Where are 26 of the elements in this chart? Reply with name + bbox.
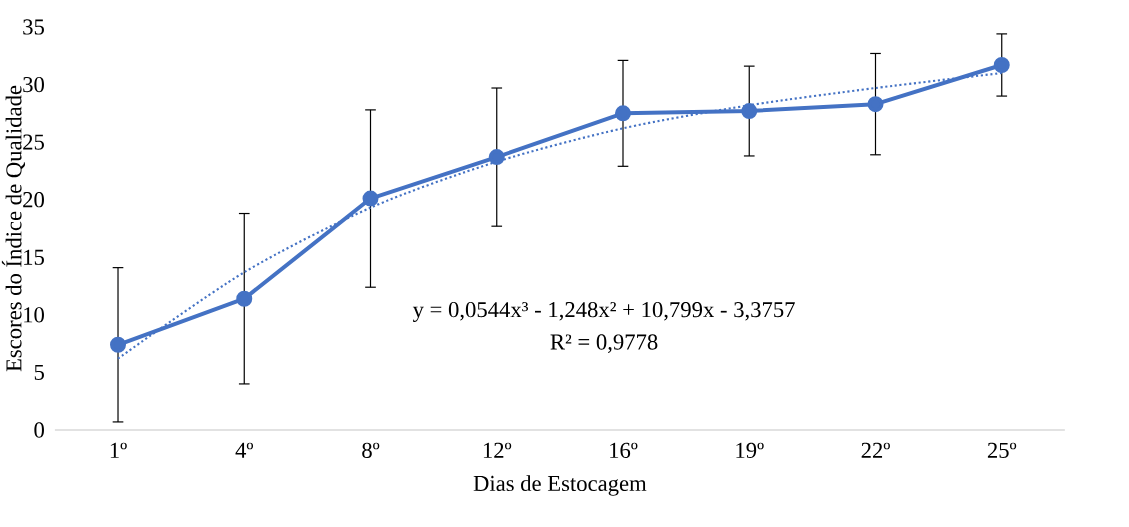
y-tick-label: 25 <box>23 134 44 150</box>
point <box>741 103 758 120</box>
point <box>236 290 253 307</box>
x-tick-label: 19º <box>736 442 764 458</box>
y-tick-label: 15 <box>24 249 44 265</box>
annotation: y = 0,0544x³ - 1,248x² + 10,799x - 3,3757 <box>412 301 795 322</box>
x-tick-label: 1º <box>110 442 127 458</box>
x-tick-label: 22º <box>861 442 890 458</box>
point <box>362 190 379 207</box>
y-tick-label: 5 <box>34 364 44 380</box>
x-axis-title: Dias de Estocagem <box>473 475 647 496</box>
annotation: R² = 0,9778 <box>550 334 658 353</box>
y-tick-label: 35 <box>23 19 44 35</box>
point <box>615 105 631 122</box>
point <box>110 336 127 353</box>
x-tick-label: 4º <box>235 442 254 458</box>
y-tick-label: 10 <box>24 307 44 323</box>
x-tick-label: 16º <box>610 442 638 458</box>
y-tick-label: 0 <box>34 422 44 438</box>
y-tick-label: 30 <box>23 76 44 93</box>
x-tick-label: 8º <box>362 442 380 458</box>
point <box>488 149 505 166</box>
point <box>867 96 884 113</box>
point <box>993 56 1010 73</box>
x-tick-label: 25º <box>987 442 1017 458</box>
x-tick-label: 12º <box>483 442 512 458</box>
